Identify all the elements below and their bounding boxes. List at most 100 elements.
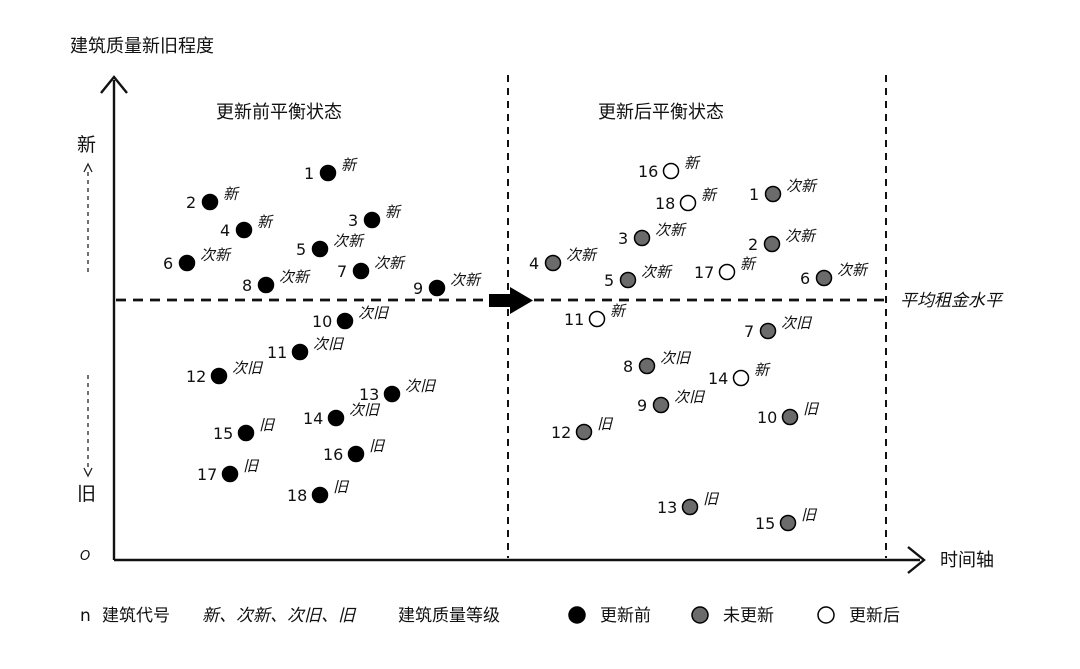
- before-point-5: [311, 240, 329, 258]
- legend-before-label: 更新前: [600, 606, 651, 626]
- before-point-grade-10: 次旧: [358, 304, 390, 322]
- before-point-6: [178, 254, 196, 272]
- before-point-15: [237, 424, 255, 442]
- before-point-id-2: 2: [186, 193, 196, 212]
- x-axis-arrowhead: [907, 546, 926, 574]
- after-point-14: [732, 369, 750, 387]
- after-point-id-2: 2: [748, 235, 758, 254]
- before-point-id-17: 17: [197, 465, 217, 484]
- before-point-9: [428, 279, 446, 297]
- after-point-grade-6: 次新: [837, 261, 869, 279]
- before-point-3: [363, 211, 381, 229]
- legend-code-text: 建筑代号: [102, 606, 170, 626]
- after-point-16: [662, 162, 680, 180]
- before-point-grade-18: 旧: [333, 478, 350, 496]
- after-point-11: [588, 310, 606, 328]
- before-point-7: [352, 262, 370, 280]
- after-point-grade-7: 次旧: [781, 314, 813, 332]
- before-point-id-15: 15: [213, 424, 233, 443]
- axes: [100, 75, 926, 574]
- after-point-grade-10: 旧: [803, 400, 820, 418]
- after-point-id-16: 16: [638, 162, 658, 181]
- after-point-3: [633, 229, 651, 247]
- before-point-id-5: 5: [296, 240, 306, 259]
- before-point-grade-2: 新: [223, 185, 240, 203]
- before-point-11: [291, 343, 309, 361]
- after-point-id-4: 4: [529, 254, 539, 273]
- before-point-id-3: 3: [348, 211, 358, 230]
- before-point-id-10: 10: [312, 312, 332, 331]
- before-point-grade-9: 次新: [450, 271, 482, 289]
- after-point-grade-13: 旧: [703, 490, 720, 508]
- after-point-10: [781, 408, 799, 426]
- after-point-id-5: 5: [604, 271, 614, 290]
- after-point-grade-1: 次新: [786, 177, 818, 195]
- before-point-grade-4: 新: [257, 213, 274, 231]
- legend-before-marker: [568, 606, 586, 624]
- after-point-15: [779, 514, 797, 532]
- before-point-id-16: 16: [323, 445, 343, 464]
- after-point-13: [681, 498, 699, 516]
- y-axis-title: 建筑质量新旧程度: [70, 36, 214, 57]
- after-point-id-11: 11: [564, 310, 584, 329]
- y-new-label: 新: [77, 134, 96, 156]
- before-point-grade-12: 次旧: [232, 359, 264, 377]
- after-point-grade-9: 次旧: [674, 388, 706, 406]
- after-point-grade-16: 新: [684, 154, 701, 172]
- before-point-1: [319, 164, 337, 182]
- before-point-16: [347, 445, 365, 463]
- before-point-10: [336, 312, 354, 330]
- before-point-id-12: 12: [186, 367, 206, 386]
- before-point-grade-17: 旧: [243, 457, 260, 475]
- before-point-18: [311, 486, 329, 504]
- after-point-id-18: 18: [655, 194, 675, 213]
- y-axis-arrowhead: [100, 75, 128, 94]
- up-marker-arrowhead: [83, 162, 93, 173]
- rent-level-label: 平均租金水平: [900, 291, 1004, 311]
- y-direction-markers: [83, 162, 93, 478]
- after-point-id-15: 15: [755, 514, 775, 533]
- after-point-grade-3: 次新: [655, 221, 687, 239]
- panel-after-title: 更新后平衡状态: [598, 102, 724, 123]
- after-point-grade-8: 次旧: [660, 349, 692, 367]
- after-point-grade-18: 新: [701, 186, 718, 204]
- legend-not-updated-marker: [691, 606, 709, 624]
- before-point-id-4: 4: [220, 221, 230, 240]
- dividers: [116, 75, 890, 558]
- panel-before-title: 更新前平衡状态: [216, 102, 342, 123]
- after-point-8: [638, 357, 656, 375]
- legend-not-updated-label: 未更新: [723, 606, 774, 626]
- after-point-id-6: 6: [800, 269, 810, 288]
- after-point-grade-4: 次新: [566, 246, 598, 264]
- origin-label: O: [80, 549, 90, 564]
- after-point-1: [764, 185, 782, 203]
- transition-arrow-body: [489, 294, 511, 307]
- legend-after-label: 更新后: [849, 606, 900, 626]
- before-point-grade-16: 旧: [369, 437, 386, 455]
- before-point-grade-5: 次新: [333, 232, 365, 250]
- after-point-id-17: 17: [694, 263, 714, 282]
- legend-grades-suffix: 建筑质量等级: [398, 606, 500, 626]
- before-point-id-18: 18: [287, 486, 307, 505]
- after-point-id-8: 8: [623, 357, 633, 376]
- after-point-grade-15: 旧: [801, 506, 818, 524]
- before-point-grade-13: 次旧: [405, 377, 437, 395]
- before-point-grade-6: 次新: [200, 246, 232, 264]
- after-point-id-1: 1: [749, 185, 759, 204]
- down-marker-arrowhead: [83, 467, 93, 478]
- after-point-12: [575, 423, 593, 441]
- after-point-id-12: 12: [551, 423, 571, 442]
- legend-code-symbol: n: [80, 606, 91, 626]
- after-point-id-3: 3: [618, 229, 628, 248]
- before-point-id-11: 11: [267, 343, 287, 362]
- after-point-id-9: 9: [637, 396, 647, 415]
- before-point-grade-8: 次新: [279, 268, 311, 286]
- transition-arrow-head: [510, 287, 533, 314]
- after-point-grade-5: 次新: [641, 263, 673, 281]
- before-point-grade-3: 新: [385, 203, 402, 221]
- after-point-17: [718, 263, 736, 281]
- before-point-id-9: 9: [413, 279, 423, 298]
